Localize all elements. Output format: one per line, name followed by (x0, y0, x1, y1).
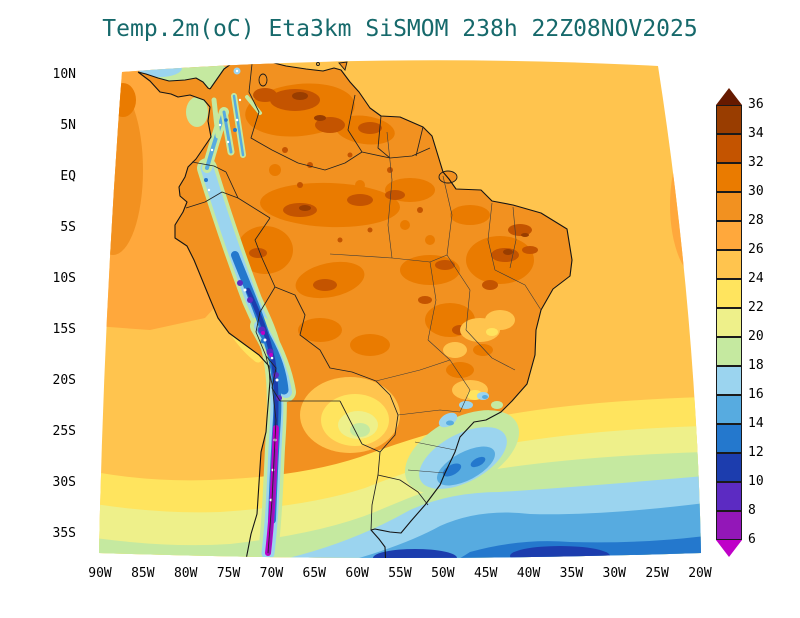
colorbar-segment (716, 424, 742, 453)
lon-tick-label: 90W (88, 566, 112, 581)
colorbar-tick-label: 8 (748, 503, 756, 518)
lon-tick-label: 55W (388, 566, 412, 581)
lat-tick-label: 5S (60, 220, 76, 235)
colorbar-tick-label: 32 (748, 155, 764, 170)
cool-land-patches (300, 310, 515, 453)
lon-tick-label: 25W (645, 566, 669, 581)
colorbar-segment (716, 279, 742, 308)
lon-tick-label: 85W (131, 566, 155, 581)
colorbar-tick-label: 22 (748, 300, 764, 315)
colorbar-tick-label: 20 (748, 329, 764, 344)
lon-tick-label: 50W (431, 566, 455, 581)
colorbar-segment (716, 511, 742, 540)
warm-spot-nw-edge (110, 83, 136, 117)
colorbar-tick-label: 10 (748, 474, 764, 489)
lake-maracaibo (258, 73, 268, 87)
colorbar-tick-label: 24 (748, 271, 764, 286)
colorbar-segment (716, 395, 742, 424)
colorbar-tick-label: 26 (748, 242, 764, 257)
lon-tick-label: 45W (473, 566, 498, 581)
colorbar-segment (716, 250, 742, 279)
lat-tick-label: 10N (52, 67, 76, 82)
colorbar-tick-label: 34 (748, 126, 764, 141)
colorbar-segment (716, 105, 742, 134)
colorbar-tick-label: 30 (748, 184, 764, 199)
colorbar-segment (716, 192, 742, 221)
colorbar-segment (716, 134, 742, 163)
lon-tick-label: 70W (259, 566, 284, 581)
warm-anomalies (237, 83, 538, 378)
country-borders (185, 63, 431, 554)
colorbar-segment (716, 163, 742, 192)
colorbar-tick-label: 12 (748, 445, 764, 460)
lat-tick-label: 25S (52, 424, 76, 439)
colorbar-tick-label: 14 (748, 416, 764, 431)
colorbar-tick-label: 6 (748, 532, 756, 547)
pacific-warm-core (99, 85, 143, 255)
colorbar-arrow-bottom (716, 540, 742, 557)
coastline (137, 60, 573, 559)
southern-cold-bands (99, 397, 701, 559)
lat-tick-label: 15S (52, 322, 76, 337)
lon-tick-label: 80W (173, 566, 198, 581)
lon-tick-label: 30W (602, 566, 627, 581)
cold-front-se-brazil (404, 392, 520, 494)
colorbar-tick-label: 18 (748, 358, 764, 373)
lat-tick-label: 20S (52, 373, 76, 388)
south-america-landmass (138, 60, 572, 559)
colorbar-tick-label: 28 (748, 213, 764, 228)
lon-tick-label: 40W (516, 566, 541, 581)
colorbar-tick-label: 16 (748, 387, 764, 402)
colorbar-arrow-top (716, 88, 742, 105)
lat-tick-label: 35S (52, 526, 76, 541)
colorbar-segment (716, 366, 742, 395)
colorbar-segment (716, 482, 742, 511)
lon-tick-label: 75W (216, 566, 241, 581)
trinidad-island (338, 61, 348, 71)
colorbar-segment (716, 337, 742, 366)
lat-tick-label: 30S (52, 475, 76, 490)
lon-tick-label: 60W (345, 566, 369, 581)
colorbar-tick-label: 36 (748, 97, 764, 112)
lat-tick-label: 10S (52, 271, 76, 286)
colorbar-segment (716, 221, 742, 250)
colorbar-segment (716, 308, 742, 337)
lat-tick-label: EQ (60, 169, 76, 184)
map-field (99, 60, 701, 559)
lon-tick-label: 20W (688, 566, 712, 581)
lat-tick-label: 5N (60, 118, 76, 133)
lon-tick-label: 35W (559, 566, 584, 581)
lon-tick-label: 65W (302, 566, 327, 581)
state-borders (329, 131, 542, 474)
chart-title: Temp.2m(oC) Eta3km SiSMOM 238h 22Z08NOV2… (102, 16, 698, 42)
colorbar-segment (716, 453, 742, 482)
